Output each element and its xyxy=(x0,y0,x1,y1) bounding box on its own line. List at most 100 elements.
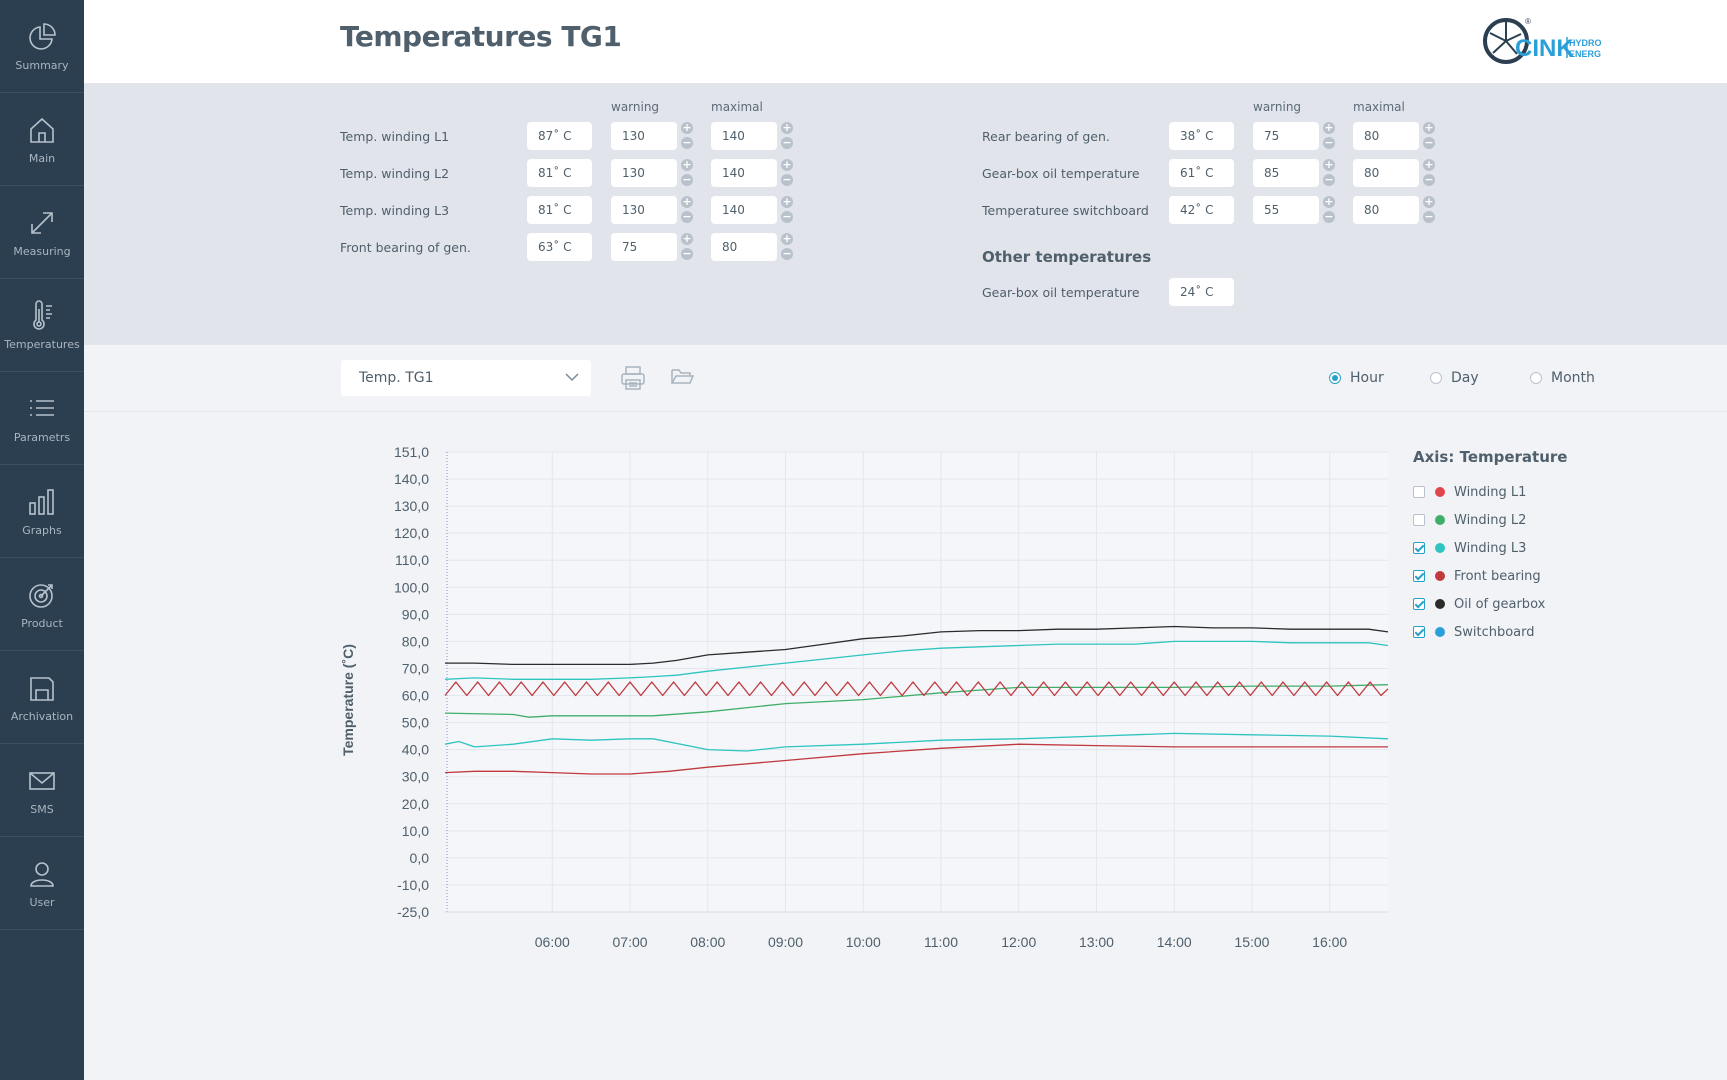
y-tick-label: -10,0 xyxy=(397,877,429,893)
increment-button[interactable]: + xyxy=(681,158,693,171)
sidebar-item-sms[interactable]: SMS xyxy=(0,744,84,837)
warning-column-header: warning xyxy=(1253,100,1302,114)
series-line-winding-l1 xyxy=(444,743,1388,775)
increment-button[interactable]: + xyxy=(681,195,693,208)
sidebar-item-archivation[interactable]: Archivation xyxy=(0,651,84,744)
decrement-button[interactable]: − xyxy=(781,136,793,149)
warning-limit-input[interactable]: 75 xyxy=(611,233,677,261)
sidebar-item-measuring[interactable]: Measuring xyxy=(0,186,84,279)
legend-label: Winding L2 xyxy=(1454,512,1527,528)
maximal-limit-input[interactable]: 140 xyxy=(711,122,777,150)
legend-checkbox[interactable] xyxy=(1413,514,1425,526)
decrement-button[interactable]: − xyxy=(1423,210,1435,223)
y-tick-label: 40,0 xyxy=(402,742,429,758)
increment-button[interactable]: + xyxy=(781,158,793,171)
y-axis-label: Temperature (˚C) xyxy=(340,644,356,756)
sidebar-item-main[interactable]: Main xyxy=(0,93,84,186)
decrement-button[interactable]: − xyxy=(781,247,793,260)
sidebar-item-label: Parametrs xyxy=(13,430,71,444)
increment-button[interactable]: + xyxy=(781,121,793,134)
sidebar-item-user[interactable]: User xyxy=(0,837,84,930)
x-tick-label: 10:00 xyxy=(846,934,881,950)
header: Temperatures TG1 CINK HYDRO ENERGY ® xyxy=(84,0,1727,83)
sidebar-item-summary[interactable]: Summary xyxy=(0,0,84,93)
series-line-winding-l3 xyxy=(444,640,1389,680)
legend-swatch xyxy=(1435,515,1445,525)
warning-limit-stepper: + − xyxy=(1323,122,1336,150)
period-label: Month xyxy=(1551,370,1595,386)
svg-text:ENERGY: ENERGY xyxy=(1569,49,1601,59)
warning-limit-input[interactable]: 55 xyxy=(1253,196,1319,224)
legend-checkbox[interactable] xyxy=(1413,570,1425,582)
legend-item[interactable]: Front bearing xyxy=(1413,562,1633,590)
decrement-button[interactable]: − xyxy=(681,136,693,149)
cink-logo-mark: CINK HYDRO ENERGY ® xyxy=(1483,17,1607,64)
increment-button[interactable]: + xyxy=(1323,195,1335,208)
maximal-limit-stepper: + − xyxy=(1423,122,1436,150)
legend-item[interactable]: Switchboard xyxy=(1413,618,1633,646)
maximal-limit-input[interactable]: 80 xyxy=(1353,159,1419,187)
legend-label: Switchboard xyxy=(1454,624,1535,640)
period-month-radio[interactable]: Month xyxy=(1530,370,1595,386)
decrement-button[interactable]: − xyxy=(1323,136,1335,149)
legend-checkbox[interactable] xyxy=(1413,542,1425,554)
legend-checkbox[interactable] xyxy=(1413,598,1425,610)
increment-button[interactable]: + xyxy=(681,121,693,134)
chart-series xyxy=(444,625,1389,775)
warning-limit-input[interactable]: 85 xyxy=(1253,159,1319,187)
current-temperature-value: 61˚ C xyxy=(1169,159,1234,187)
period-label: Hour xyxy=(1350,370,1384,386)
print-button[interactable] xyxy=(620,365,646,395)
increment-button[interactable]: + xyxy=(1423,158,1435,171)
increment-button[interactable]: + xyxy=(781,232,793,245)
maximal-limit-stepper: + − xyxy=(781,233,794,261)
sidebar-item-graphs[interactable]: Graphs xyxy=(0,465,84,558)
maximal-limit-stepper: + − xyxy=(781,122,794,150)
maximal-limit-input[interactable]: 80 xyxy=(1353,122,1419,150)
user-icon xyxy=(30,861,54,887)
open-file-button[interactable] xyxy=(670,365,695,391)
decrement-button[interactable]: − xyxy=(1323,210,1335,223)
legend-item[interactable]: Winding L2 xyxy=(1413,506,1633,534)
warning-limit-input[interactable]: 130 xyxy=(611,196,677,224)
legend-item[interactable]: Oil of gearbox xyxy=(1413,590,1633,618)
warning-limit-input[interactable]: 130 xyxy=(611,122,677,150)
legend-checkbox[interactable] xyxy=(1413,486,1425,498)
warning-limit-input[interactable]: 75 xyxy=(1253,122,1319,150)
legend-item[interactable]: Winding L1 xyxy=(1413,478,1633,506)
increment-button[interactable]: + xyxy=(1323,158,1335,171)
maximal-limit-input[interactable]: 140 xyxy=(711,196,777,224)
limit-row-label: Temp. winding L3 xyxy=(340,203,450,218)
decrement-button[interactable]: − xyxy=(1423,173,1435,186)
x-tick-label: 06:00 xyxy=(535,934,570,950)
increment-button[interactable]: + xyxy=(781,195,793,208)
period-hour-radio[interactable]: Hour xyxy=(1329,370,1384,386)
decrement-button[interactable]: − xyxy=(681,173,693,186)
limit-row-label: Rear bearing of gen. xyxy=(982,129,1110,144)
legend-item[interactable]: Winding L3 xyxy=(1413,534,1633,562)
sidebar-item-product[interactable]: Product xyxy=(0,558,84,651)
legend-checkbox[interactable] xyxy=(1413,626,1425,638)
decrement-button[interactable]: − xyxy=(681,247,693,260)
chart-source-select[interactable]: Temp. TG1 xyxy=(341,360,591,396)
sidebar-item-parametrs[interactable]: Parametrs xyxy=(0,372,84,465)
increment-button[interactable]: + xyxy=(1423,121,1435,134)
svg-text:CINK: CINK xyxy=(1515,35,1574,62)
decrement-button[interactable]: − xyxy=(1323,173,1335,186)
decrement-button[interactable]: − xyxy=(1423,136,1435,149)
maximal-limit-input[interactable]: 140 xyxy=(711,159,777,187)
decrement-button[interactable]: − xyxy=(681,210,693,223)
company-logo: CINK HYDRO ENERGY ® xyxy=(1481,12,1607,74)
increment-button[interactable]: + xyxy=(1423,195,1435,208)
maximal-limit-input[interactable]: 80 xyxy=(711,233,777,261)
period-day-radio[interactable]: Day xyxy=(1430,370,1479,386)
warning-limit-input[interactable]: 130 xyxy=(611,159,677,187)
maximal-limit-stepper: + − xyxy=(1423,196,1436,224)
increment-button[interactable]: + xyxy=(681,232,693,245)
increment-button[interactable]: + xyxy=(1323,121,1335,134)
sidebar-item-temperatures[interactable]: Temperatures xyxy=(0,279,84,372)
maximal-limit-input[interactable]: 80 xyxy=(1353,196,1419,224)
y-tick-label: 50,0 xyxy=(402,715,429,731)
decrement-button[interactable]: − xyxy=(781,210,793,223)
decrement-button[interactable]: − xyxy=(781,173,793,186)
